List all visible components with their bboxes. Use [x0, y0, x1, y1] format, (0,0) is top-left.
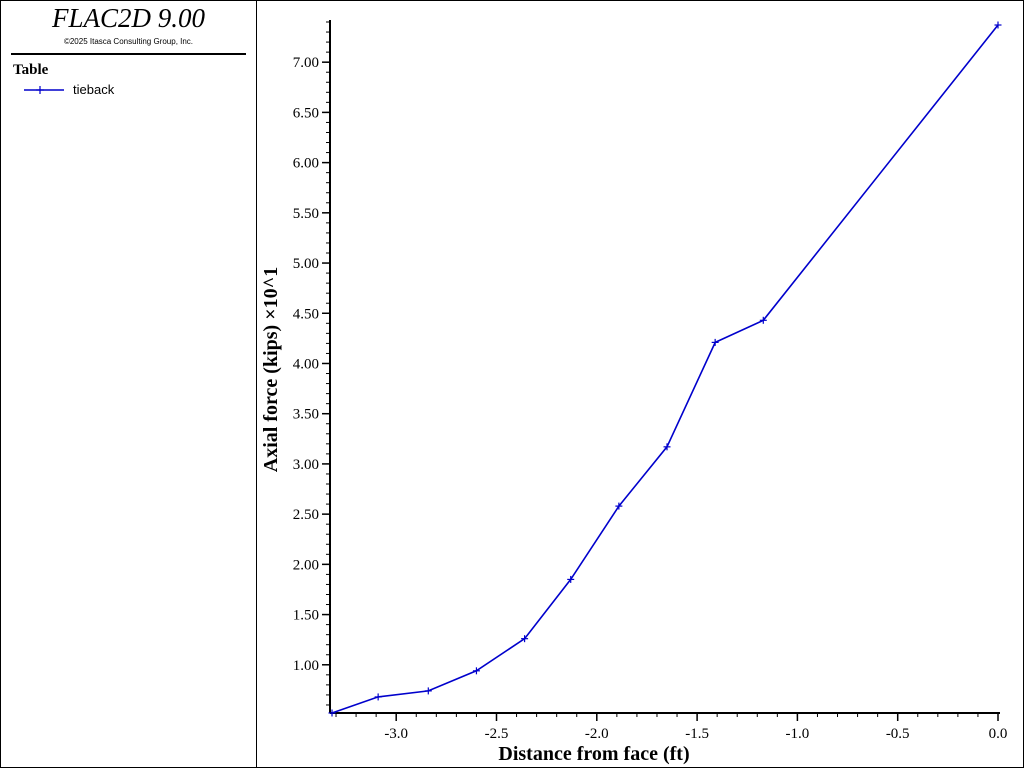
y-tick-label: 1.00 [293, 658, 319, 674]
data-point [663, 443, 671, 451]
data-point [328, 709, 336, 717]
data-point [567, 575, 575, 583]
data-point [521, 635, 529, 643]
app-title: FLAC2D 9.00 [51, 3, 205, 33]
data-point [472, 667, 480, 675]
y-axis-title: Axial force (kips) ×10^1 [260, 267, 282, 472]
x-tick-label: -1.0 [786, 726, 810, 742]
legend-swatch-line-icon [24, 86, 64, 94]
x-tick-label: 0.0 [989, 726, 1008, 742]
series-line-tieback [331, 24, 999, 714]
y-tick-label: 3.00 [293, 457, 319, 473]
legend-heading: Table [13, 62, 49, 78]
copyright-text: ©2025 Itasca Consulting Group, Inc. [63, 37, 194, 46]
y-tick-label: 1.50 [293, 608, 319, 624]
y-tick-label: 6.00 [293, 156, 319, 172]
x-axis-title: Distance from face (ft) [498, 743, 689, 765]
plot-panel: 1.00 1.50 2.00 2.50 3.00 3.50 4.00 4.50 5.00 5.50… [256, 0, 1024, 768]
legend-label-tieback: tieback [73, 82, 115, 97]
series [328, 21, 1002, 717]
legend-entry-tieback[interactable]: tieback [23, 81, 223, 99]
data-point [424, 687, 432, 695]
y-tick-label: 2.50 [293, 507, 319, 523]
x-tick-label: -1.5 [685, 726, 709, 742]
legend-panel: FLAC2D 9.00 ©2025 Itasca Consulting Grou… [0, 0, 257, 768]
x-tick-label: -0.5 [886, 726, 910, 742]
y-tick-label: 6.50 [293, 105, 319, 121]
x-tick-label: -2.5 [485, 726, 509, 742]
x-tick-label: -3.0 [384, 726, 408, 742]
y-tick-label: 3.50 [293, 407, 319, 423]
data-point [994, 21, 1002, 29]
ticks: 1.00 1.50 2.00 2.50 3.00 3.50 4.00 4.50 5.00 5.50… [293, 21, 1008, 742]
y-tick-label: 5.50 [293, 206, 319, 222]
y-tick-label: 4.00 [293, 356, 319, 372]
data-point [615, 502, 623, 510]
y-tick-label: 5.00 [293, 256, 319, 272]
y-tick-label: 4.50 [293, 306, 319, 322]
chart: 1.00 1.50 2.00 2.50 3.00 3.50 4.00 4.50 5.00 5.50… [260, 20, 1008, 765]
y-tick-label: 2.00 [293, 557, 319, 573]
y-tick-label: 7.00 [293, 55, 319, 71]
axes [329, 20, 1000, 714]
data-point [759, 316, 767, 324]
x-tick-label: -2.0 [585, 726, 609, 742]
data-point [711, 338, 719, 346]
data-point [374, 693, 382, 701]
title-divider [11, 53, 246, 55]
